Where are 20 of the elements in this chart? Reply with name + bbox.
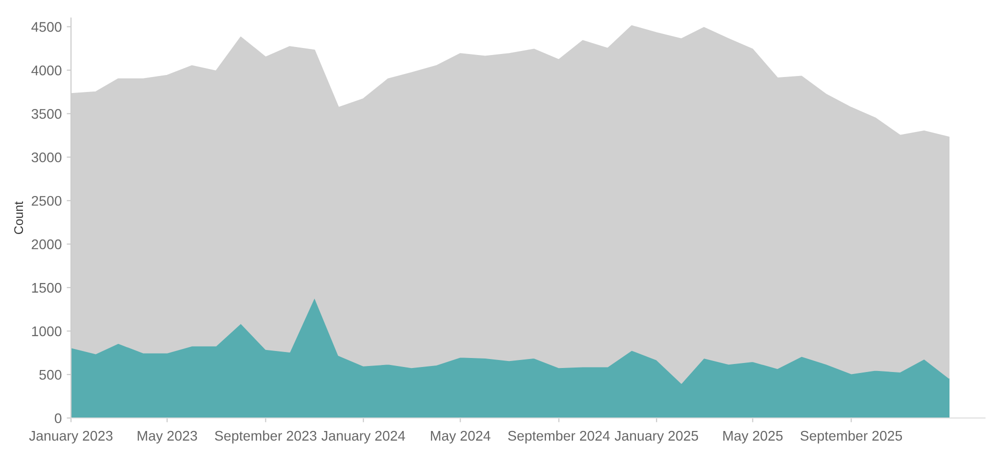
y-tick-label: 500 bbox=[39, 370, 62, 380]
y-tick-label: 4500 bbox=[31, 22, 62, 32]
x-tick-label: May 2024 bbox=[430, 430, 490, 444]
y-axis-title: Count bbox=[14, 201, 24, 234]
y-tick-label: 1500 bbox=[32, 282, 62, 293]
y-tick-label: 0 bbox=[54, 413, 62, 424]
x-tick-label: May 2023 bbox=[138, 430, 198, 444]
y-tick-label: 1000 bbox=[32, 326, 62, 336]
x-tick-label: May 2025 bbox=[723, 430, 783, 444]
y-tick-label: 2500 bbox=[32, 196, 62, 206]
y-tick-label: 2000 bbox=[32, 239, 62, 250]
x-tick-label: January 2023 bbox=[29, 430, 112, 444]
x-tick-label: September 2025 bbox=[800, 430, 902, 444]
y-tick-label: 3000 bbox=[32, 152, 62, 162]
x-tick-label: January 2025 bbox=[614, 430, 698, 444]
x-tick-label: January 2024 bbox=[322, 430, 406, 444]
y-tick-label: 3500 bbox=[32, 108, 62, 119]
y-tick-label: 4000 bbox=[31, 66, 62, 76]
x-tick-label: September 2023 bbox=[214, 430, 316, 444]
x-tick-label: September 2024 bbox=[508, 430, 610, 444]
